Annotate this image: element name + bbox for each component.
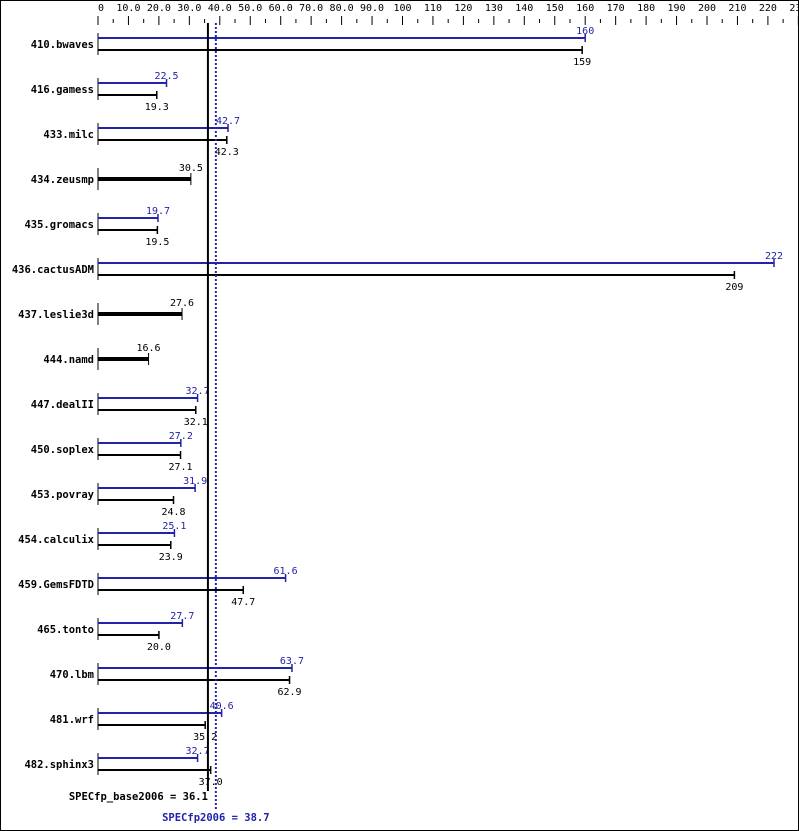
x-tick-label: 50.0	[238, 3, 262, 14]
x-tick-label: 170	[607, 3, 625, 14]
category-label: 482.sphinx3	[24, 759, 94, 771]
x-tick-label: 20.0	[147, 3, 171, 14]
base-value-label: 209	[725, 282, 743, 293]
category-label: 444.namd	[43, 354, 94, 366]
base-value-label: 159	[573, 57, 591, 68]
x-tick-label: 60.0	[269, 3, 293, 14]
peak-value-label: 25.1	[162, 521, 186, 532]
category-label: 435.gromacs	[24, 219, 94, 231]
category-label: 465.tonto	[37, 624, 94, 636]
x-tick-label: 30.0	[177, 3, 201, 14]
category-label: 453.povray	[31, 489, 95, 501]
x-tick-label: 40.0	[208, 3, 232, 14]
base-value-label: 35.2	[193, 732, 217, 743]
x-tick-label: 150	[546, 3, 564, 14]
category-label: 437.leslie3d	[18, 309, 94, 321]
peak-value-label: 32.7	[186, 746, 210, 757]
category-label: 416.gamess	[31, 84, 94, 96]
base-value-label: 24.8	[161, 507, 185, 518]
x-tick-label: 230	[789, 3, 798, 14]
category-label: 410.bwaves	[31, 39, 94, 51]
category-label: 454.calculix	[18, 534, 95, 546]
peak-value-label: 61.6	[274, 566, 298, 577]
x-tick-label: 70.0	[299, 3, 323, 14]
category-label: 470.lbm	[50, 669, 94, 681]
x-tick-label: 10.0	[116, 3, 140, 14]
peak-value-label: 42.7	[216, 116, 240, 127]
x-tick-label: 130	[485, 3, 503, 14]
peak-value-label: 27.7	[170, 611, 194, 622]
x-tick-label: 110	[424, 3, 442, 14]
base-value-label: 19.5	[145, 237, 169, 248]
peak-value-label: 32.7	[186, 386, 210, 397]
base-value-label: 16.6	[137, 343, 161, 354]
x-tick-label: 160	[576, 3, 594, 14]
x-tick-label: 90.0	[360, 3, 384, 14]
x-tick-label: 210	[728, 3, 746, 14]
x-tick-label: 0	[98, 3, 104, 14]
base-value-label: 32.1	[184, 417, 208, 428]
peak-value-label: 40.6	[210, 701, 234, 712]
base-value-label: 30.5	[179, 163, 203, 174]
peak-value-label: 27.2	[169, 431, 193, 442]
x-tick-label: 180	[637, 3, 655, 14]
base-reference-label: SPECfp_base2006 = 36.1	[69, 791, 208, 803]
base-value-label: 37.0	[199, 777, 223, 788]
base-value-label: 47.7	[231, 597, 255, 608]
x-tick-label: 220	[759, 3, 777, 14]
peak-value-label: 19.7	[146, 206, 170, 217]
peak-value-label: 22.5	[154, 71, 178, 82]
peak-value-label: 63.7	[280, 656, 304, 667]
x-tick-label: 140	[515, 3, 533, 14]
category-label: 434.zeusmp	[31, 174, 94, 186]
base-value-label: 62.9	[277, 687, 301, 698]
peak-reference-label: SPECfp2006 = 38.7	[162, 812, 269, 824]
category-label: 436.cactusADM	[12, 264, 94, 276]
x-tick-label: 190	[668, 3, 686, 14]
x-tick-label: 100	[393, 3, 411, 14]
base-value-label: 27.6	[170, 298, 194, 309]
peak-value-label: 160	[576, 26, 594, 37]
category-label: 481.wrf	[50, 714, 94, 726]
base-value-label: 27.1	[168, 462, 192, 473]
peak-value-label: 31.9	[183, 476, 207, 487]
x-tick-label: 80.0	[330, 3, 354, 14]
base-value-label: 23.9	[159, 552, 183, 563]
base-value-label: 42.3	[215, 147, 239, 158]
x-tick-label: 200	[698, 3, 716, 14]
category-label: 433.milc	[43, 129, 94, 141]
base-value-label: 20.0	[147, 642, 171, 653]
x-tick-label: 120	[454, 3, 472, 14]
peak-value-label: 222	[765, 251, 783, 262]
base-value-label: 19.3	[145, 102, 169, 113]
category-label: 450.soplex	[31, 444, 95, 456]
category-label: 459.GemsFDTD	[18, 579, 94, 591]
category-label: 447.dealII	[31, 399, 94, 411]
